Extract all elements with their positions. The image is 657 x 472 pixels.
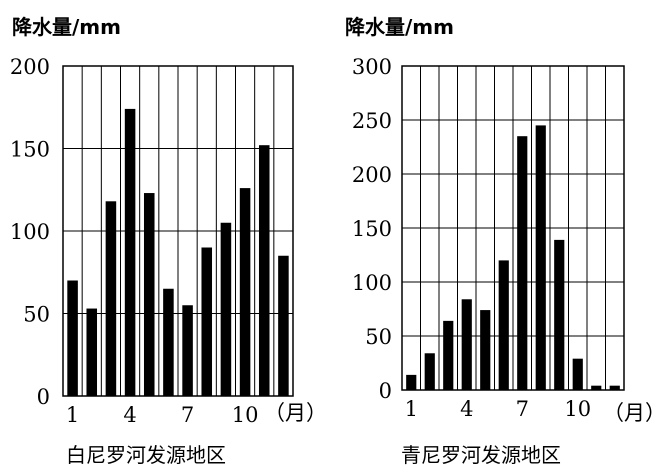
left-chart: 0 50 100 150 200 1 4 7 10 xyxy=(10,55,294,427)
left-bar xyxy=(105,201,117,396)
right-ytick-label: 150 xyxy=(352,217,392,241)
right-bar xyxy=(609,385,620,390)
left-bar xyxy=(220,222,232,396)
right-bar xyxy=(406,374,417,390)
left-caption: 白尼罗河发源地区 xyxy=(66,443,226,467)
left-xtick-label: 10 xyxy=(232,403,259,427)
left-xlabel: （月） xyxy=(264,401,327,425)
left-ytick-label: 200 xyxy=(10,55,50,79)
left-ytick-label: 100 xyxy=(10,220,50,244)
left-bar xyxy=(239,188,251,396)
right-ytick-label: 250 xyxy=(352,109,392,133)
right-bar xyxy=(443,320,454,390)
left-ytick-label: 150 xyxy=(10,138,50,162)
right-chart: 0 50 100 150 200 250 300 1 4 7 10 xyxy=(352,55,625,421)
left-bar xyxy=(278,255,289,396)
right-xtick-label: 1 xyxy=(405,397,418,421)
right-bar xyxy=(517,136,528,390)
left-xtick-label: 1 xyxy=(66,403,79,427)
left-ytick-label: 50 xyxy=(23,303,50,327)
left-xtick-label: 4 xyxy=(123,403,136,427)
right-bar xyxy=(572,358,583,390)
left-ytick-label: 0 xyxy=(37,385,50,409)
right-xtick-label: 4 xyxy=(460,397,473,421)
right-xtick-label: 7 xyxy=(516,397,529,421)
left-bar xyxy=(143,193,155,396)
left-bar xyxy=(124,108,136,397)
right-ytick-label: 300 xyxy=(352,55,392,79)
right-caption: 青尼罗河发源地区 xyxy=(401,443,561,467)
left-bar xyxy=(182,305,193,396)
right-bar xyxy=(480,310,491,390)
left-bar xyxy=(67,280,78,396)
right-bar xyxy=(461,299,472,390)
right-xtick-label: 10 xyxy=(564,397,591,421)
right-ytick-label: 0 xyxy=(379,379,392,403)
left-plot-frame xyxy=(62,65,294,397)
left-bar xyxy=(258,145,270,396)
right-ytick-label: 50 xyxy=(365,325,392,349)
right-bar xyxy=(498,260,509,390)
left-xtick-label: 7 xyxy=(181,403,194,427)
right-xlabel: （月） xyxy=(603,401,657,425)
right-plot-frame xyxy=(401,65,625,391)
right-bar xyxy=(535,125,546,391)
left-ylabel: 降水量/mm xyxy=(12,15,121,39)
right-ytick-label: 200 xyxy=(352,163,392,187)
right-bar xyxy=(424,353,435,390)
left-bar xyxy=(201,247,213,396)
right-ylabel: 降水量/mm xyxy=(345,15,454,39)
right-bar xyxy=(591,385,602,390)
right-bar xyxy=(554,239,565,390)
left-bar xyxy=(86,308,98,396)
left-bar xyxy=(163,288,174,396)
right-ytick-label: 100 xyxy=(352,271,392,295)
